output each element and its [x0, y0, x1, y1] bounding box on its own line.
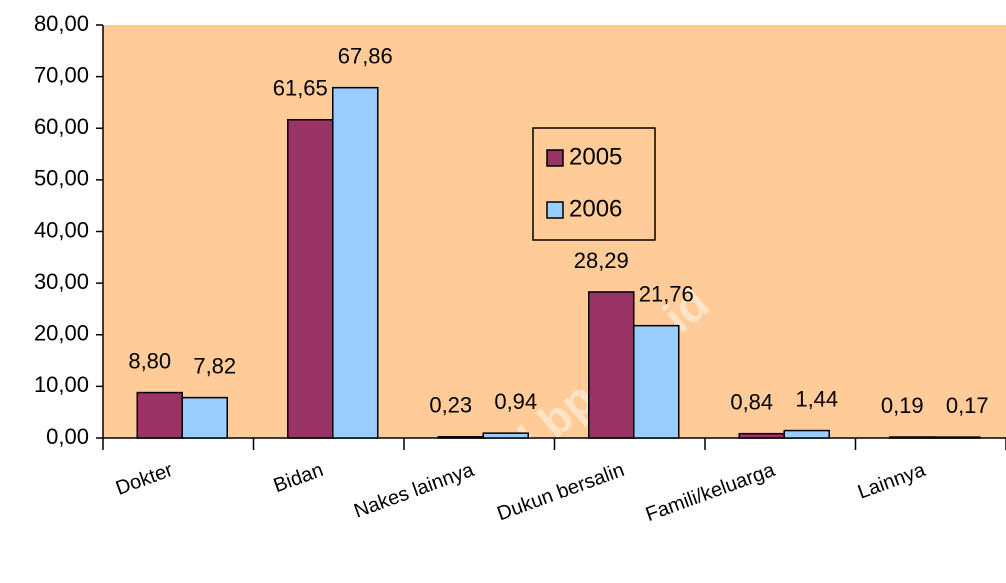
value-label: 1,44: [795, 386, 838, 411]
value-label: 61,65: [273, 76, 328, 101]
value-label: 67,86: [338, 43, 393, 68]
legend-swatch: [546, 149, 564, 167]
bar: [482, 432, 529, 439]
bar: [588, 291, 635, 439]
x-tick-label: Lainnya: [855, 459, 929, 504]
bar: [181, 396, 228, 439]
bar: [633, 324, 680, 439]
x-tick-label: Dokter: [113, 459, 176, 500]
y-tick-label: 20,00: [34, 321, 89, 346]
x-tick-label: Famili/keluarga: [643, 459, 779, 526]
bar: [136, 391, 183, 439]
bar: [287, 118, 334, 439]
legend-box: [532, 127, 656, 241]
bar: [738, 432, 785, 439]
legend-label: 2005: [569, 143, 622, 170]
y-tick-label: 60,00: [34, 114, 89, 139]
value-label: 0,23: [429, 393, 472, 418]
y-tick-label: 50,00: [34, 166, 89, 191]
bar: [934, 436, 981, 439]
bar: [332, 86, 379, 439]
y-tick-label: 0,00: [46, 424, 89, 449]
value-label: 7,82: [193, 353, 236, 378]
y-tick-label: 30,00: [34, 269, 89, 294]
y-tick-label: 70,00: [34, 62, 89, 87]
x-tick-label: Bidan: [271, 459, 327, 497]
value-label: 21,76: [639, 281, 694, 306]
y-tick-label: 40,00: [34, 217, 89, 242]
value-label: 28,29: [574, 248, 629, 273]
bar: [437, 436, 484, 439]
value-label: 0,94: [494, 389, 537, 414]
bar: [889, 436, 936, 439]
value-label: 0,84: [730, 389, 773, 414]
value-label: 8,80: [128, 348, 171, 373]
y-tick-label: 10,00: [34, 372, 89, 397]
y-tick-label: 80,00: [34, 11, 89, 36]
value-label: 0,19: [881, 393, 924, 418]
bar: [783, 429, 830, 439]
legend-label: 2006: [569, 195, 622, 222]
legend-swatch: [546, 201, 564, 219]
value-label: 0,17: [946, 393, 989, 418]
